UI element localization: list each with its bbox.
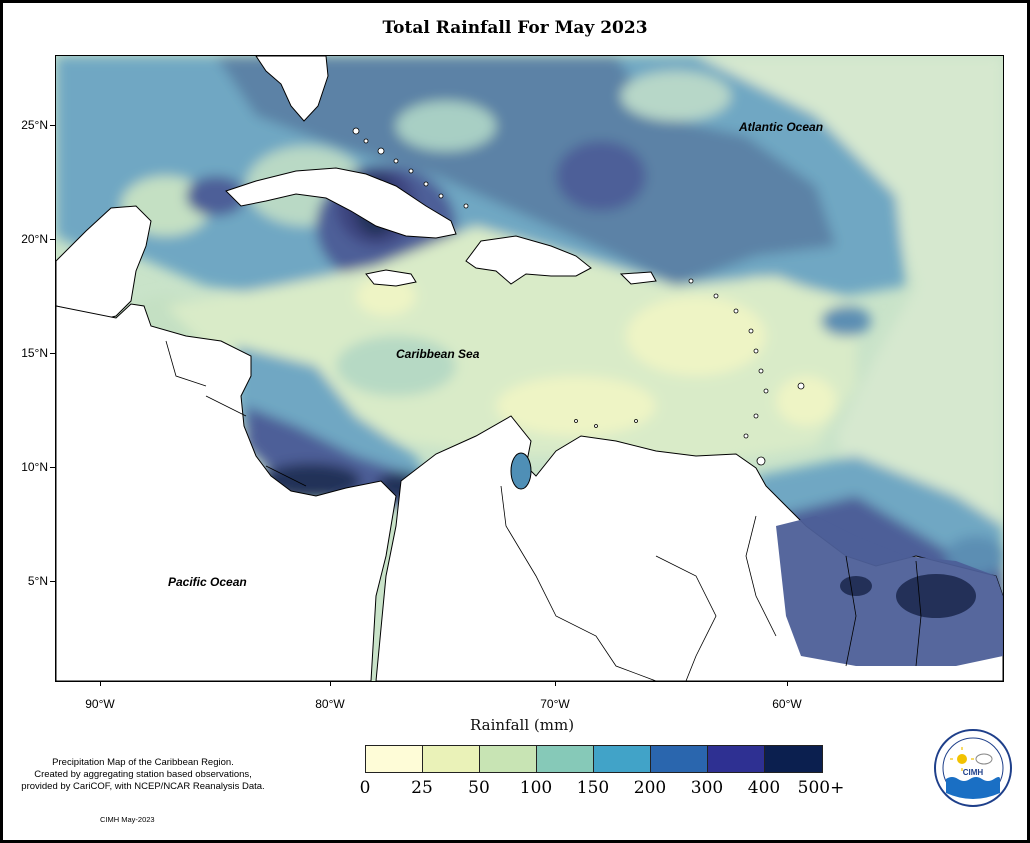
legend-swatch [480, 746, 537, 772]
footer-line-2: Created by aggregating station based obs… [34, 769, 252, 780]
ytick-10n [50, 467, 55, 468]
lat-label-25n: 25°N [21, 118, 48, 132]
lon-label-80w: 80°W [315, 697, 345, 711]
cuba-shape [225, 167, 457, 239]
jamaica-shape [365, 269, 417, 287]
legend-swatch [651, 746, 708, 772]
legend-tick-label: 0 [359, 778, 371, 798]
pacific-label: Pacific Ocean [168, 575, 247, 589]
map-title: Total Rainfall For May 2023 [382, 18, 648, 38]
lat-label-5n: 5°N [27, 574, 48, 588]
xtick-60w [787, 681, 788, 686]
legend-tick-label: 300 [690, 778, 724, 798]
xtick-80w [330, 681, 331, 686]
footer-note: Precipitation Map of the Caribbean Regio… [2, 757, 284, 793]
legend-swatch [594, 746, 651, 772]
guiana-max2 [840, 576, 872, 596]
guiana-rain [776, 516, 1003, 666]
caribbean-label: Caribbean Sea [396, 347, 480, 361]
xtick-90w [100, 681, 101, 686]
lon-label-60w: 60°W [772, 697, 802, 711]
ytick-5n [50, 581, 55, 582]
rainfall-map: Atlantic Ocean Caribbean Sea Pacific Oce… [55, 55, 1004, 682]
legend-tick-label: 100 [519, 778, 553, 798]
puerto-rico-shape [619, 271, 657, 285]
lat-label-20n: 20°N [21, 232, 48, 246]
lon-label-90w: 90°W [85, 697, 115, 711]
florida-shape [255, 56, 329, 122]
legend-tick-label: 400 [747, 778, 781, 798]
legend-tick-label: 150 [576, 778, 610, 798]
legend-tick-label: 500+ [797, 778, 845, 798]
hispaniola-shape [465, 235, 592, 285]
footer-line-3: provided by CariCOF, with NCEP/NCAR Rean… [21, 781, 265, 792]
legend-swatch [423, 746, 480, 772]
central-america-shape [56, 303, 397, 681]
legend-swatch [708, 746, 765, 772]
atlantic-label: Atlantic Ocean [739, 120, 824, 134]
small-islands [352, 127, 805, 466]
legend-tick-label: 200 [633, 778, 667, 798]
ytick-25n [50, 125, 55, 126]
legend-swatch [765, 746, 822, 772]
logo-text: CIMH [963, 768, 984, 777]
xtick-70w [555, 681, 556, 686]
cimh-logo-icon: CIMH [932, 727, 1014, 809]
legend-tick-label: 25 [411, 778, 433, 798]
footer-credit: CIMH May-2023 [100, 815, 155, 824]
lat-label-15n: 15°N [21, 346, 48, 360]
borders [165, 340, 922, 681]
lat-label-10n: 10°N [21, 460, 48, 474]
legend-tick-label: 50 [468, 778, 490, 798]
ytick-15n [50, 353, 55, 354]
lon-label-70w: 70°W [540, 697, 570, 711]
rainfall-legend [365, 745, 823, 773]
legend-swatch [366, 746, 423, 772]
footer-line-1: Precipitation Map of the Caribbean Regio… [52, 757, 234, 768]
legend-title: Rainfall (mm) [470, 716, 575, 734]
lake-maracaibo [510, 452, 532, 490]
rainfall-contour-svg [56, 56, 1003, 681]
ytick-20n [50, 239, 55, 240]
guiana-max [896, 574, 976, 618]
legend-swatch [537, 746, 594, 772]
